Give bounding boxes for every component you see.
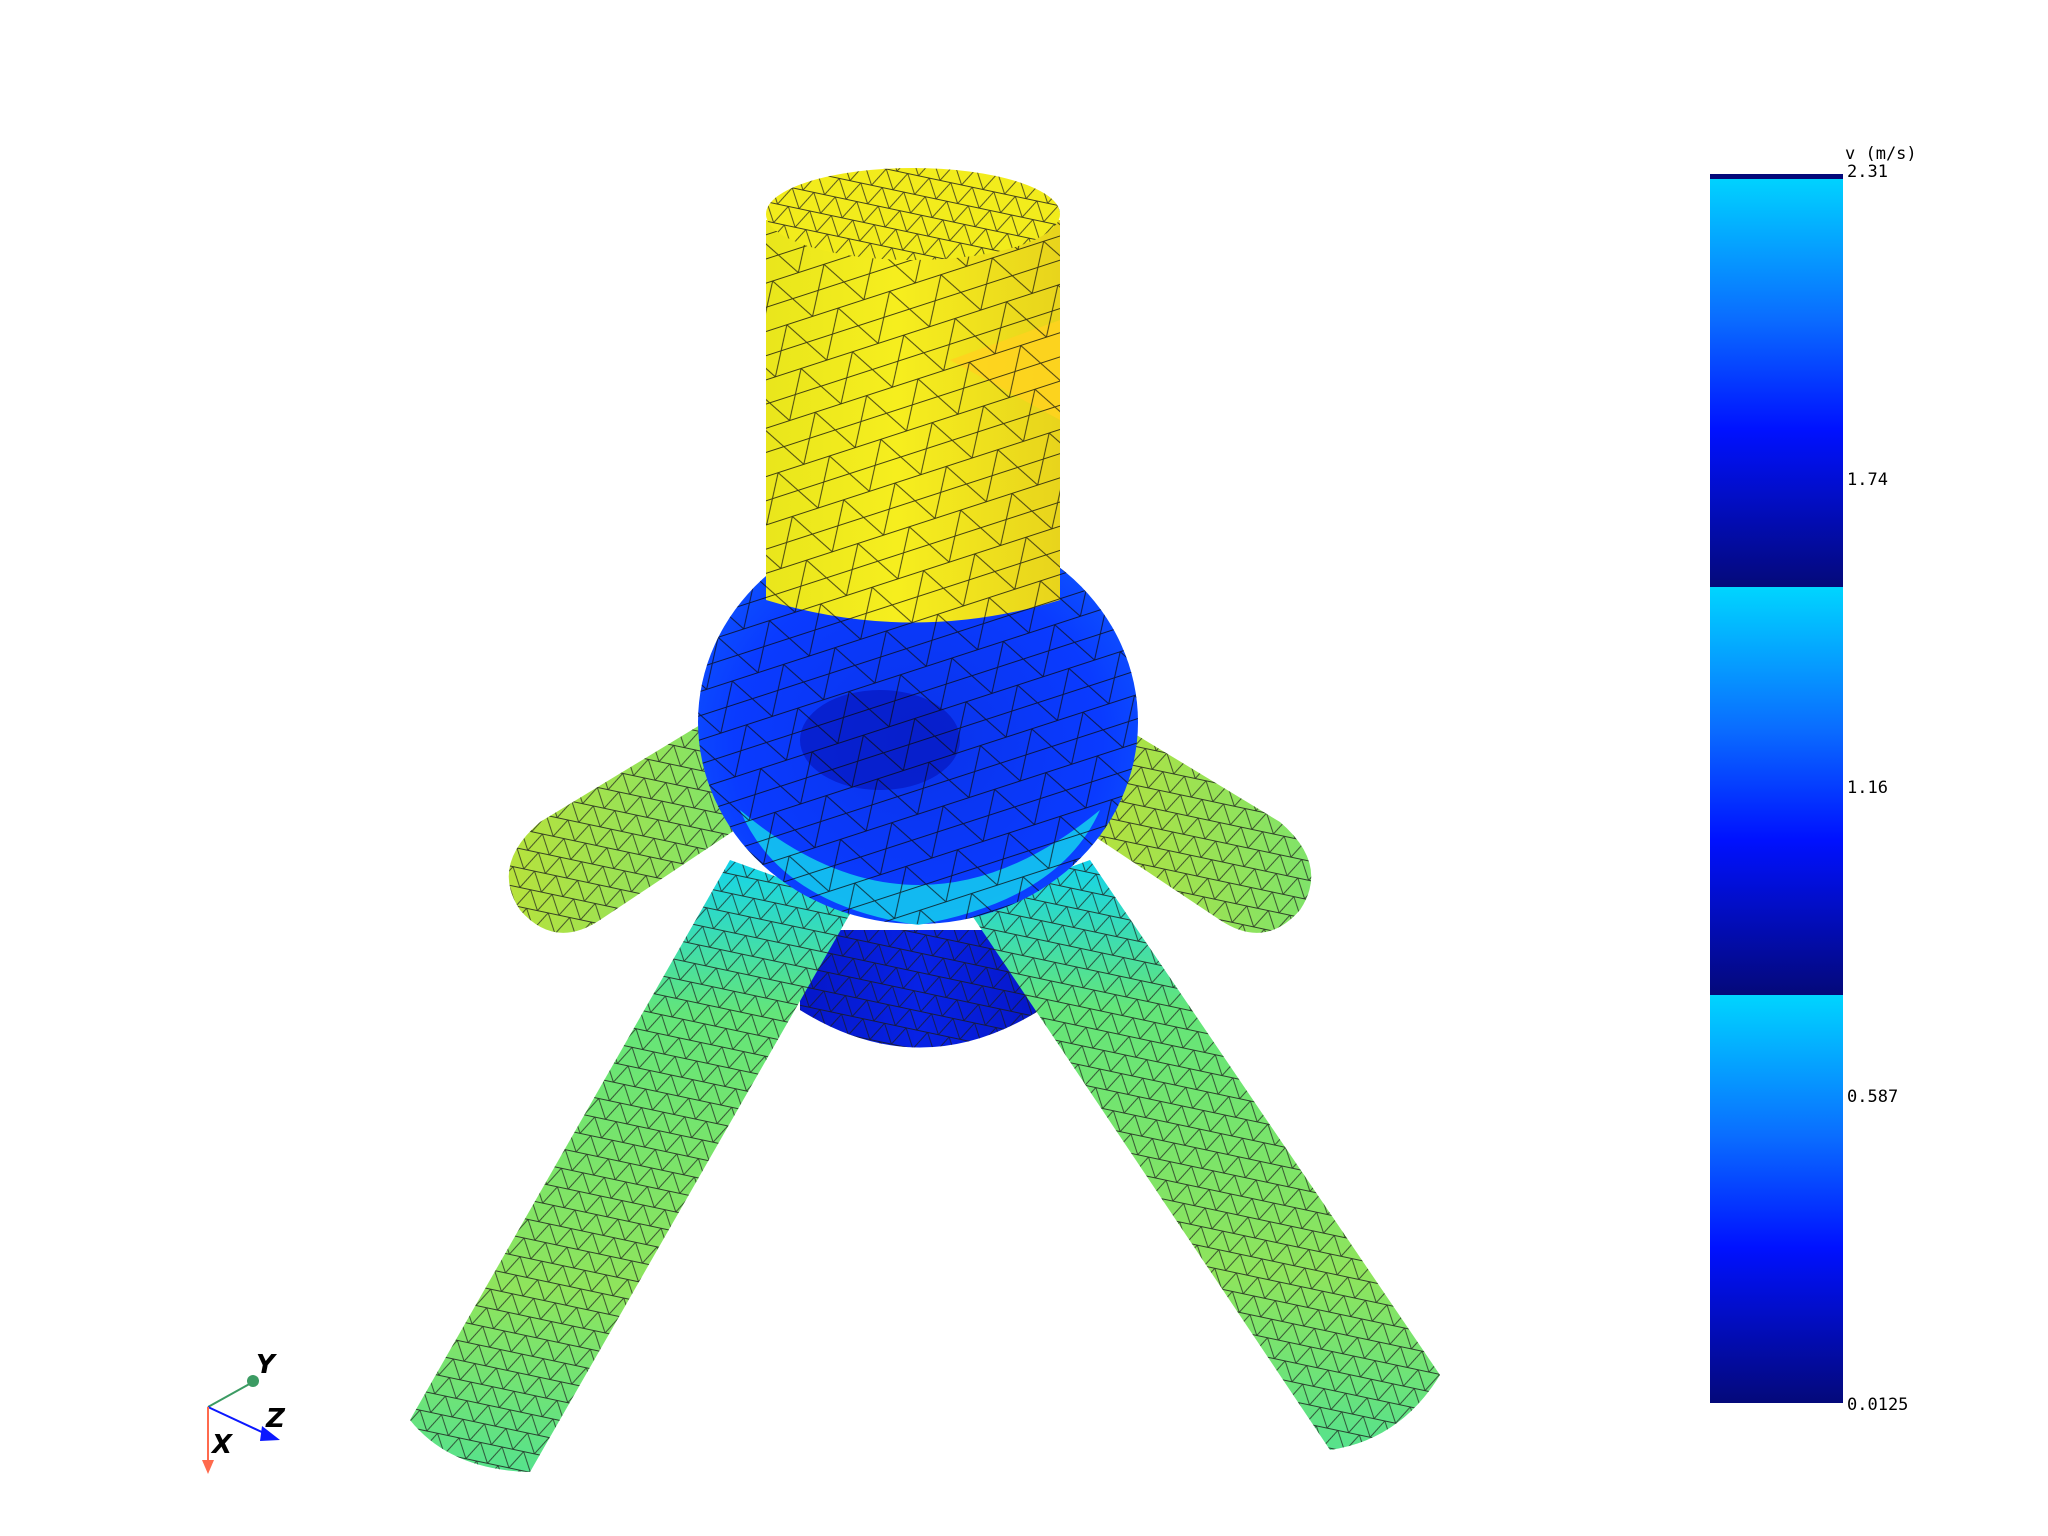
left-arm-branch <box>508 725 735 933</box>
central-sphere <box>698 520 1138 925</box>
left-leg-branch <box>410 860 855 1472</box>
colorbar-tick-2: 1.74 <box>1847 470 1888 490</box>
colorbar-band-top <box>1710 175 1843 587</box>
right-leg-branch <box>965 860 1440 1450</box>
z-axis-marker <box>260 1426 280 1441</box>
y-axis-marker <box>247 1375 259 1387</box>
orientation-triad <box>202 1375 280 1474</box>
colorbar-tick-max: 2.31 <box>1847 162 1888 182</box>
colorbar-title: v (m/s) <box>1845 144 1917 164</box>
right-arm-branch <box>1085 725 1312 933</box>
colorbar-top-cap <box>1710 174 1843 179</box>
z-axis-label: Z <box>266 1404 285 1434</box>
colorbar-band-middle <box>1710 587 1843 995</box>
colorbar-tick-min: 0.0125 <box>1847 1395 1909 1415</box>
y-axis-label: Y <box>256 1350 275 1380</box>
colorbar-tick-3: 1.16 <box>1847 778 1888 798</box>
x-axis-marker <box>202 1460 214 1474</box>
colorbar <box>1710 174 1843 1403</box>
x-axis-label: X <box>212 1430 233 1460</box>
colorbar-band-bottom <box>1710 995 1843 1403</box>
top-cylinder <box>766 168 1060 623</box>
colorbar-tick-4: 0.587 <box>1847 1087 1899 1107</box>
base-cylinder <box>800 930 1040 1048</box>
